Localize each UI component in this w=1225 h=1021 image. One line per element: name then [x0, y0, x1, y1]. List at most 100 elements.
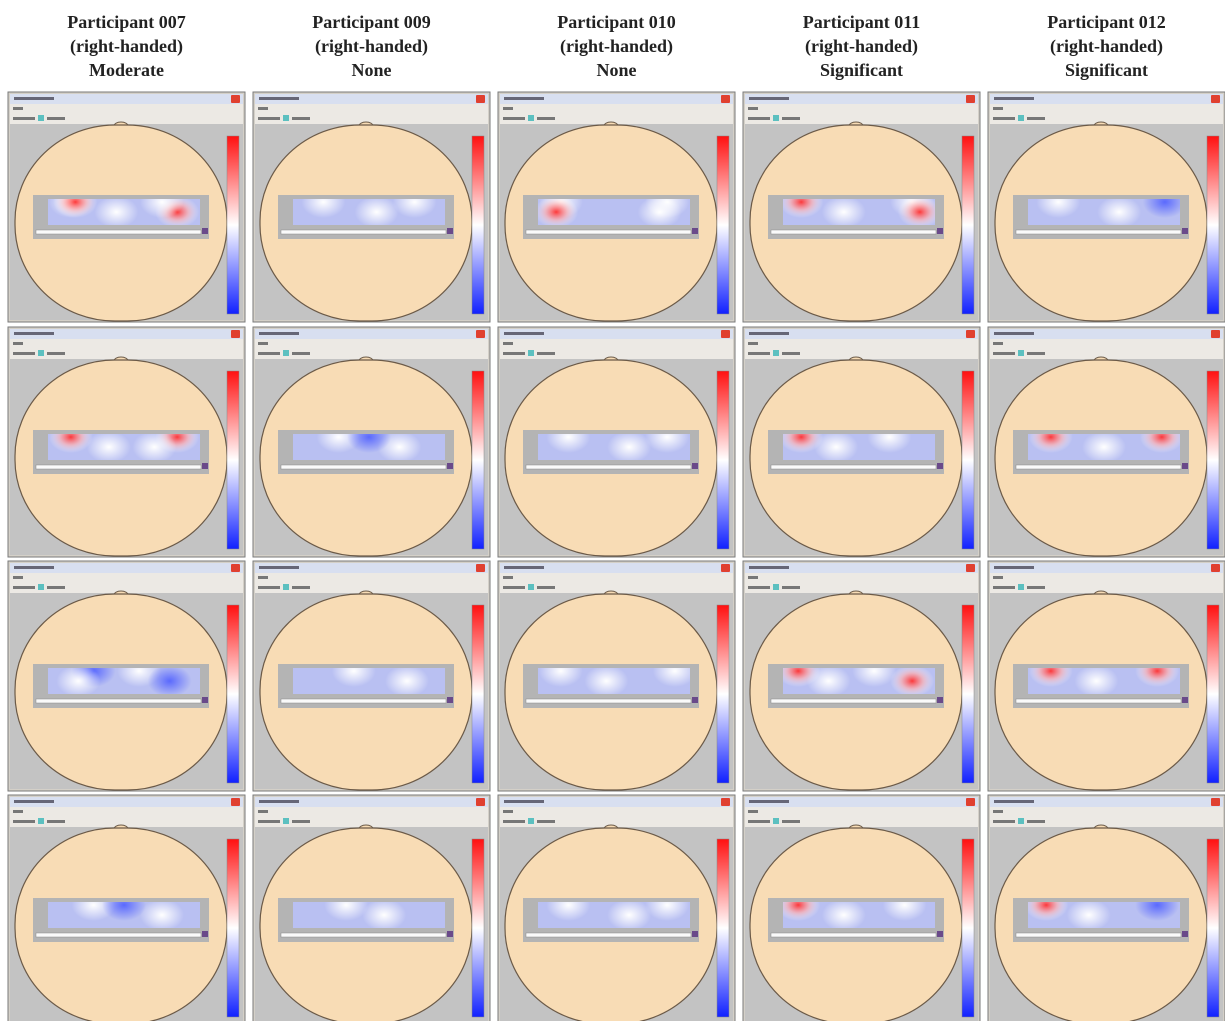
close-button[interactable] [231, 564, 240, 572]
title-text [749, 566, 789, 569]
topo-window [987, 794, 1225, 1021]
title-bar [500, 329, 733, 339]
title-bar [500, 563, 733, 573]
close-button[interactable] [476, 330, 485, 338]
heat-spot [140, 199, 184, 218]
toolbar [990, 339, 1223, 359]
heat-spot [301, 199, 346, 218]
toolbar-item [993, 352, 1015, 355]
column-header: Significant [1065, 60, 1148, 80]
toolbar-check [38, 350, 44, 356]
slider [35, 229, 202, 235]
toolbar-item [993, 820, 1015, 823]
close-button[interactable] [476, 95, 485, 103]
heat-spot [546, 902, 591, 921]
close-button[interactable] [1211, 798, 1220, 806]
close-button[interactable] [721, 798, 730, 806]
colorbar [716, 135, 730, 315]
toolbar-item [13, 117, 35, 120]
slider-knob [1182, 697, 1188, 703]
close-button[interactable] [966, 564, 975, 572]
close-button[interactable] [231, 95, 240, 103]
colorbar [1206, 135, 1220, 315]
heat-spot [814, 434, 859, 460]
close-button[interactable] [721, 95, 730, 103]
heat-spots [331, 668, 429, 694]
close-button[interactable] [966, 330, 975, 338]
heat-spots [1028, 902, 1180, 928]
toolbar [745, 573, 978, 593]
topo-window [252, 326, 491, 558]
title-text [994, 97, 1034, 100]
heat-spot [56, 668, 101, 694]
column-header: (right-handed) [805, 36, 918, 57]
toolbar-item [782, 352, 800, 355]
colorbar [226, 838, 240, 1018]
heat-spot [1028, 434, 1073, 453]
heat-spots [1028, 434, 1180, 460]
toolbar-item [537, 117, 555, 120]
column-header: Participant 007 [67, 12, 186, 32]
title-bar [745, 797, 978, 807]
close-button[interactable] [476, 564, 485, 572]
topo-window [987, 91, 1225, 323]
toolbar-item [1027, 352, 1045, 355]
heat-spot [821, 902, 866, 928]
heat-spots [783, 902, 927, 928]
toolbar-check [528, 350, 534, 356]
title-text [259, 800, 299, 803]
column-header: (right-handed) [560, 36, 673, 57]
close-button[interactable] [1211, 330, 1220, 338]
close-button[interactable] [966, 95, 975, 103]
toolbar-item [13, 820, 35, 823]
heat-spot [362, 902, 407, 928]
close-button[interactable] [721, 330, 730, 338]
slider [280, 229, 447, 235]
topo-window [497, 326, 736, 558]
close-button[interactable] [966, 798, 975, 806]
column-header: Significant [820, 60, 903, 80]
title-bar [10, 94, 243, 104]
title-text [749, 97, 789, 100]
topo-window [497, 794, 736, 1021]
heat-spot [882, 902, 927, 921]
heat-spot [1135, 668, 1180, 687]
heat-spots [783, 434, 912, 460]
heat-spot [806, 668, 851, 694]
toolbar-item [503, 586, 525, 589]
toolbar [745, 339, 978, 359]
toolbar [990, 104, 1223, 124]
toolbar-check [1018, 584, 1024, 590]
topo-window [7, 91, 246, 323]
close-button[interactable] [231, 798, 240, 806]
toolbar-item [537, 586, 555, 589]
topo-window [742, 326, 981, 558]
close-button[interactable] [476, 798, 485, 806]
slider-knob [1182, 463, 1188, 469]
close-button[interactable] [721, 564, 730, 572]
toolbar [10, 104, 243, 124]
heat-spots [301, 199, 437, 225]
column-header: Participant 010 [557, 12, 676, 32]
slider [1015, 932, 1182, 938]
close-button[interactable] [231, 330, 240, 338]
slider-knob [447, 931, 453, 937]
close-button[interactable] [1211, 95, 1220, 103]
heat-spots [538, 199, 690, 225]
column-header: None [352, 60, 392, 80]
toolbar-item [292, 117, 310, 120]
slider [770, 229, 937, 235]
toolbar-item [993, 586, 1015, 589]
slider [280, 698, 447, 704]
toolbar-check [283, 818, 289, 824]
heat-spot [867, 434, 912, 453]
toolbar-item [748, 107, 758, 110]
slider [1015, 698, 1182, 704]
heat-spot [783, 902, 821, 921]
toolbar-check [283, 584, 289, 590]
close-button[interactable] [1211, 564, 1220, 572]
toolbar [255, 339, 488, 359]
slider [525, 698, 692, 704]
slider [35, 464, 202, 470]
heat-spots [1028, 668, 1180, 694]
